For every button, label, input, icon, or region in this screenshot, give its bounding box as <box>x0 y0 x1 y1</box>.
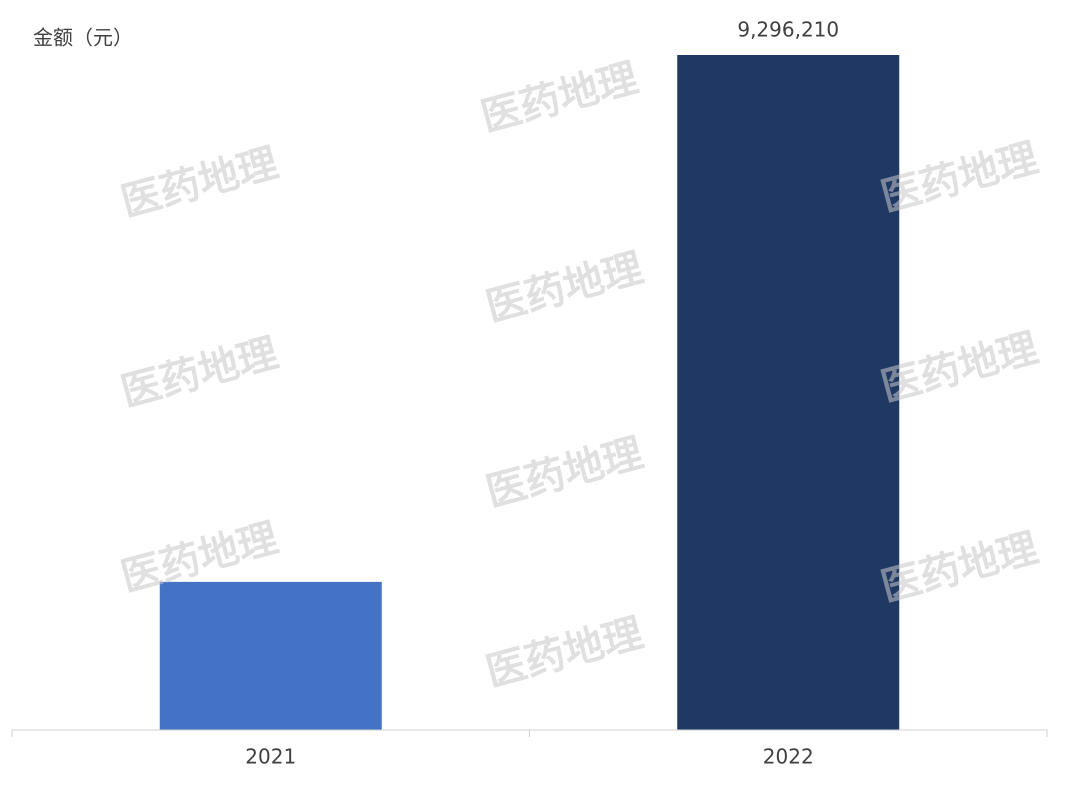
value-label: 9,296,210 <box>737 18 839 42</box>
y-axis-label: 金额（元） <box>33 26 133 50</box>
watermark: 医药地理 <box>481 430 647 516</box>
watermark: 医药地理 <box>481 610 647 696</box>
watermark: 医药地理 <box>876 325 1042 411</box>
watermark: 医药地理 <box>876 525 1042 611</box>
watermark: 医药地理 <box>476 55 642 141</box>
watermark: 医药地理 <box>116 140 282 226</box>
bar <box>677 55 900 730</box>
x-tick-label: 2021 <box>245 745 296 769</box>
x-tick-label: 2022 <box>763 745 814 769</box>
bar <box>159 581 382 730</box>
watermark: 医药地理 <box>481 245 647 331</box>
watermark: 医药地理 <box>876 135 1042 221</box>
watermark: 医药地理 <box>116 330 282 416</box>
